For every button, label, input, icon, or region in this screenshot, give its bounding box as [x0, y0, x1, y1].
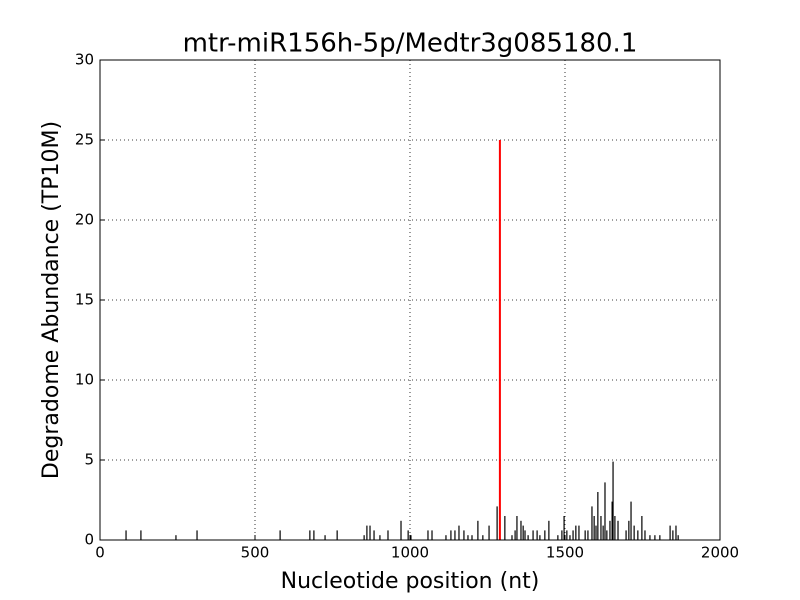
marks — [125, 140, 679, 540]
y-axis-label: Degradome Abundance (TP10M) — [39, 121, 64, 479]
y-tick-label: 15 — [75, 291, 94, 309]
y-tick-label: 5 — [84, 451, 94, 469]
x-axis-label: Nucleotide position (nt) — [281, 569, 540, 594]
y-tick-label: 25 — [75, 131, 94, 149]
x-tick-label: 500 — [241, 544, 270, 562]
ticks: 0 500 1000 1500 2000 0 5 10 15 20 25 30 — [75, 51, 739, 562]
x-tick-label: 1000 — [391, 544, 429, 562]
grid — [99, 59, 721, 541]
y-tick-label: 0 — [84, 531, 94, 549]
x-tick-label: 1500 — [546, 544, 584, 562]
x-tick-label: 2000 — [701, 544, 739, 562]
y-tick-label: 20 — [75, 211, 94, 229]
chart-title: mtr-miR156h-5p/Medtr3g085180.1 — [183, 29, 638, 59]
y-tick-label: 30 — [75, 51, 94, 69]
y-tick-label: 10 — [75, 371, 94, 389]
x-tick-label: 0 — [95, 544, 105, 562]
